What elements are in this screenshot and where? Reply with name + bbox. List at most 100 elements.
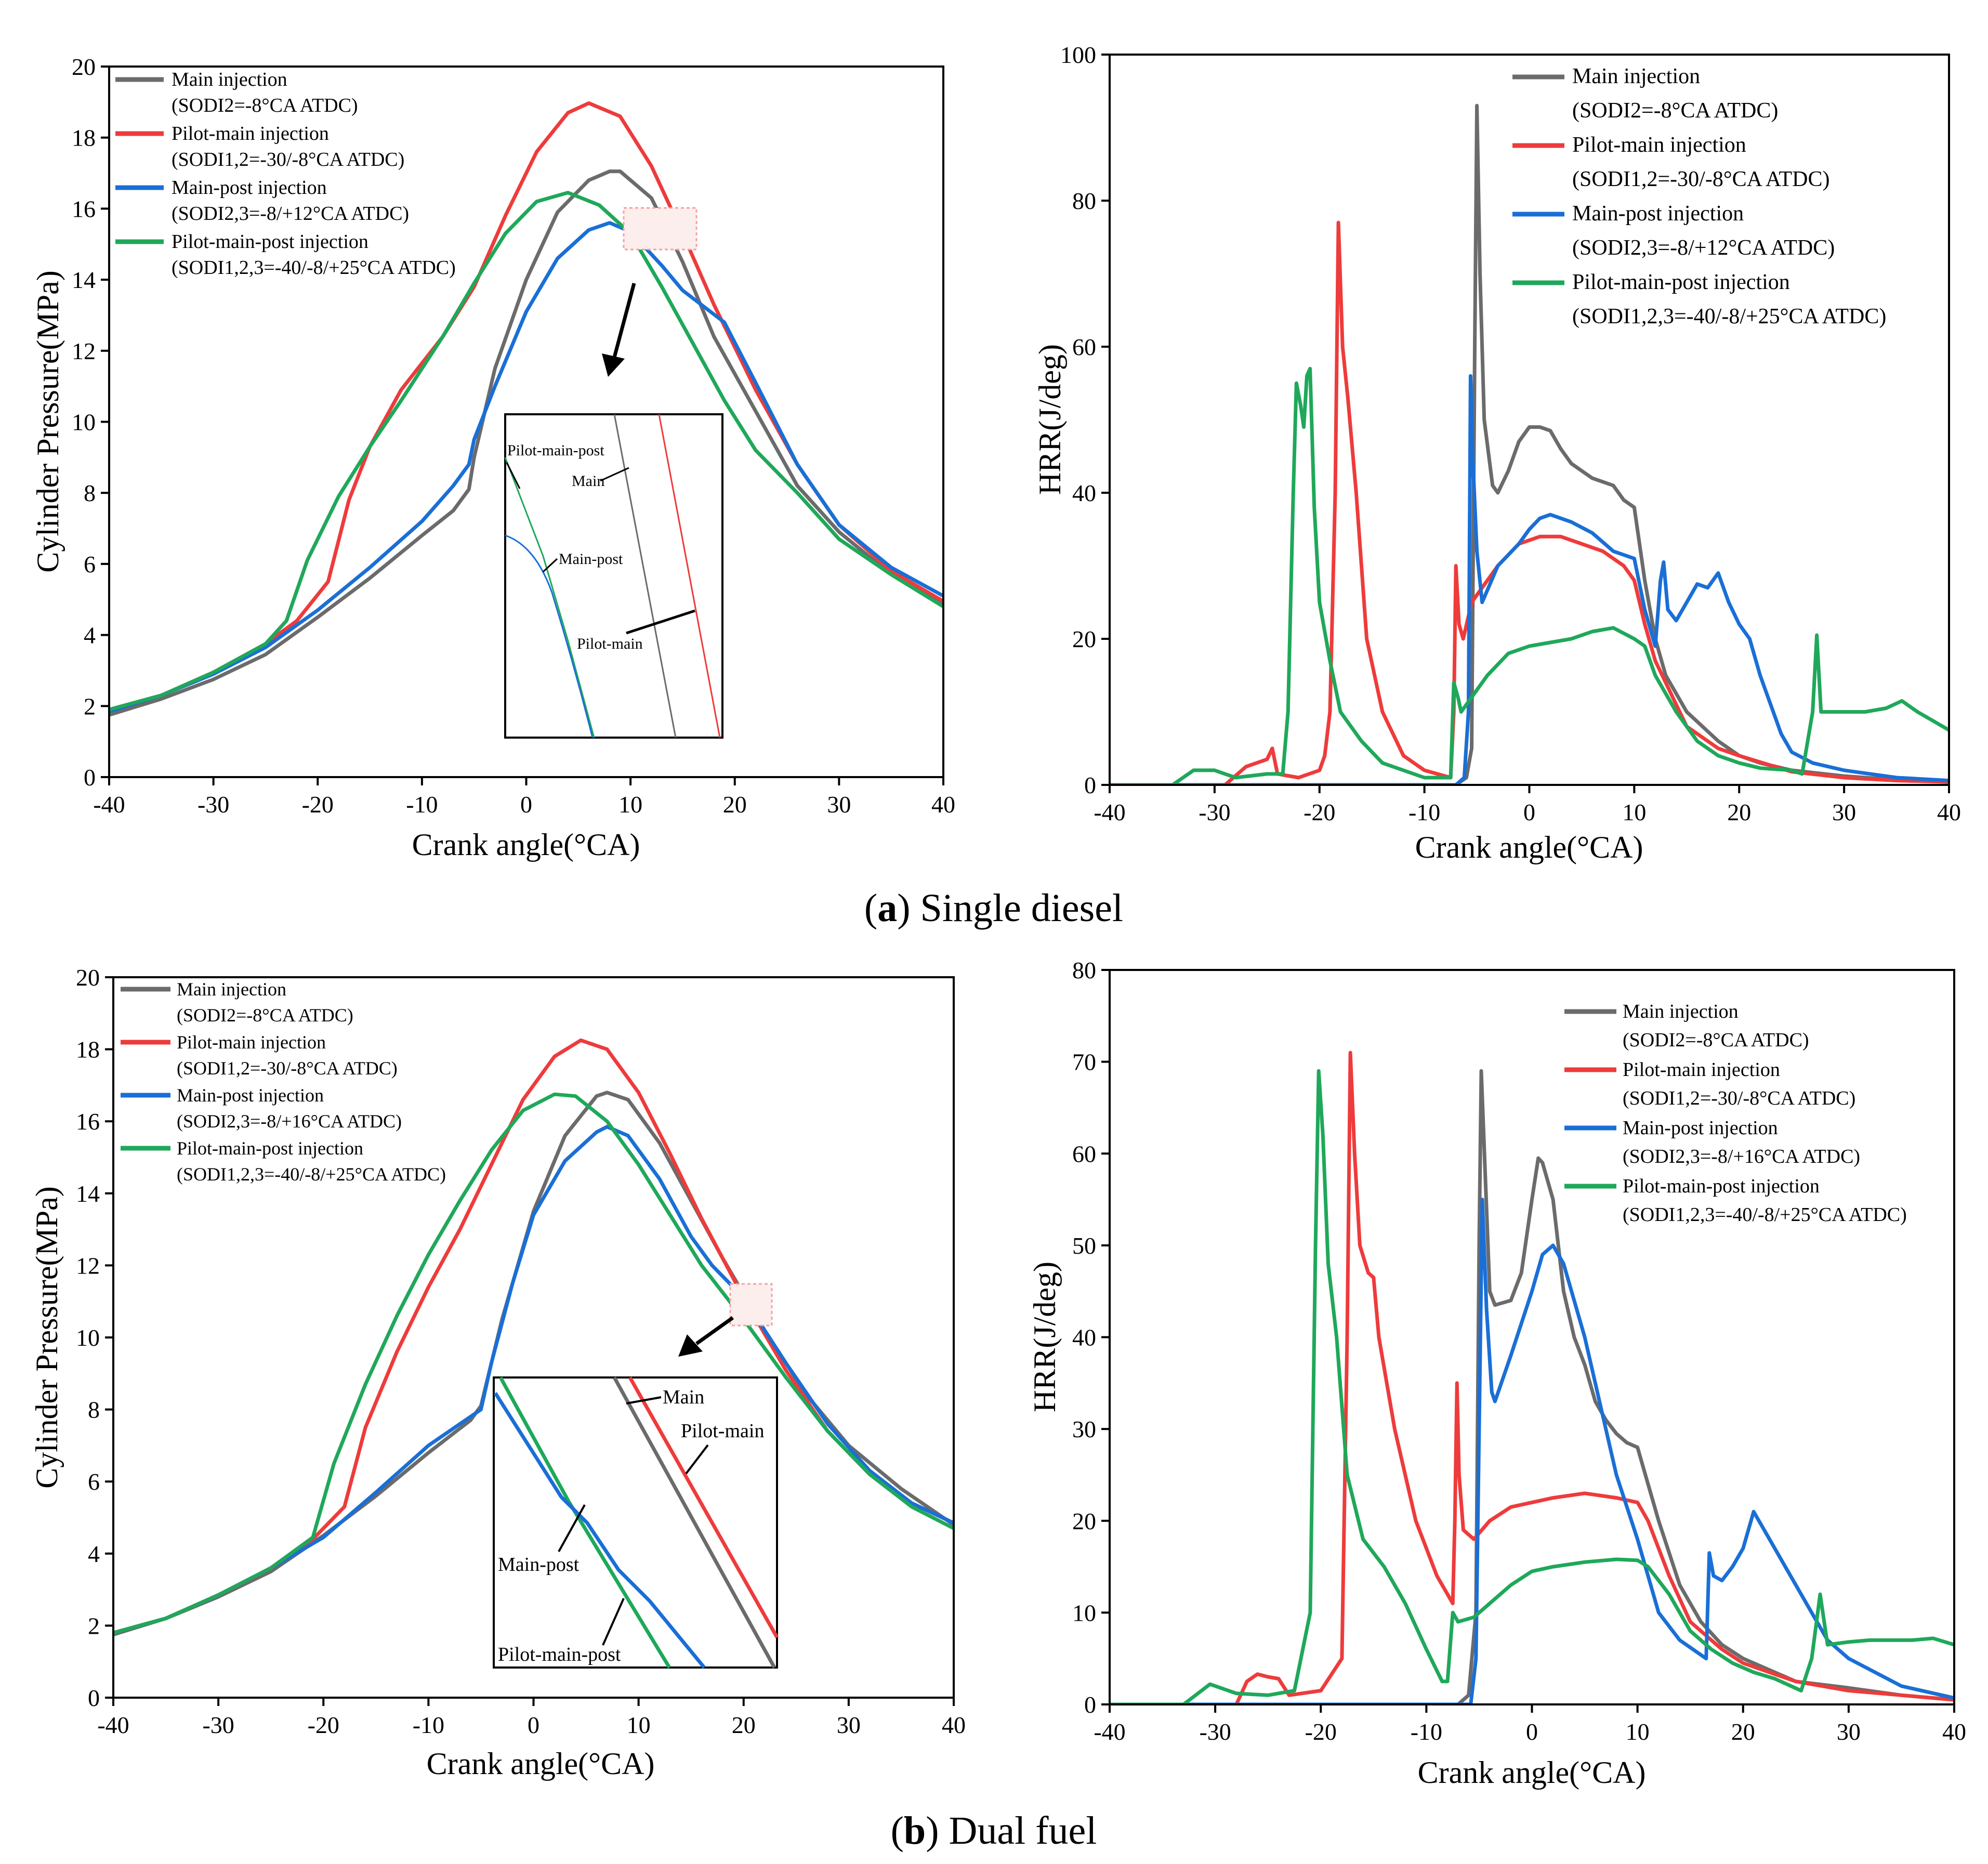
chart-a-hrr-ticks: -40 -30 -20 -10 0 10 20 30 40 0 20 40 60 80 100	[1060, 42, 1961, 825]
chart-a-hrr-xlabel: Crank angle(°CA)	[1415, 830, 1643, 864]
y-tick-label: 20	[76, 964, 100, 991]
x-tick-label: -30	[198, 791, 229, 818]
series-line-pilot-main-post-injection	[113, 1092, 954, 1635]
x-tick-label: 0	[528, 1712, 539, 1738]
series-line-main-injection	[1110, 103, 1949, 785]
inset-a-label-pilot-main-post: Pilot-main-post	[507, 442, 604, 459]
y-tick-label: 18	[72, 125, 96, 151]
legend-pilot-main-post-detail: (SODI1,2,3=-40/-8/+25°CA ATDC)	[177, 1164, 446, 1185]
chart-a-pressure-series	[109, 101, 943, 717]
x-tick-label: 30	[1832, 799, 1856, 825]
legend-pilot-main-post-name: Pilot-main-post injection	[172, 231, 368, 253]
legend-main-name: Main injection	[177, 979, 286, 1000]
x-tick-label: 30	[837, 1712, 861, 1738]
y-tick-label: 10	[72, 409, 96, 436]
legend-main-post-name: Main-post injection	[1572, 202, 1744, 226]
caption-a: (a) Single diesel	[864, 886, 1123, 930]
x-tick-label: -10	[1408, 799, 1440, 825]
y-tick-label: 12	[72, 338, 96, 364]
legend-main-post-name: Main-post injection	[172, 177, 327, 199]
legend-pilot-main-detail: (SODI1,2=-30/-8°CA ATDC)	[1623, 1087, 1855, 1109]
x-tick-label: 30	[827, 791, 851, 818]
legend-main-detail: (SODI2=-8°CA ATDC)	[1572, 99, 1778, 123]
x-tick-label: -20	[308, 1712, 339, 1738]
inset-a-pointer-pmp	[506, 462, 521, 489]
x-tick-label: 0	[1526, 1718, 1538, 1745]
legend-main-post-name: Main-post injection	[1623, 1117, 1778, 1139]
inset-b-line-pilot-main	[628, 1376, 779, 1638]
x-tick-label: -20	[1304, 799, 1335, 825]
inset-a-label-main-post: Main-post	[559, 550, 623, 568]
inset-b-label-pilot-main: Pilot-main	[681, 1420, 764, 1442]
x-tick-label: -30	[202, 1712, 234, 1738]
y-tick-label: 80	[1072, 957, 1096, 983]
x-tick-label: -10	[1411, 1718, 1442, 1745]
series-line-pilot-main-post-injection	[1110, 366, 1949, 785]
x-tick-label: 40	[931, 791, 955, 818]
x-tick-label: -10	[413, 1712, 444, 1738]
y-tick-label: 2	[88, 1612, 100, 1639]
legend-main-post-detail: (SODI2,3=-8/+16°CA ATDC)	[1623, 1146, 1860, 1167]
series-line-main-post-injection	[113, 1125, 954, 1635]
legend-main-post-detail: (SODI2,3=-8/+12°CA ATDC)	[1572, 236, 1835, 260]
x-tick-label: -30	[1199, 799, 1230, 825]
series-line-main-post-injection	[109, 221, 943, 714]
series-line-main-post-injection	[1110, 1198, 1954, 1704]
inset-b-line-main	[612, 1376, 776, 1669]
x-tick-label: 20	[1731, 1718, 1755, 1745]
chart-a-pressure: -40 -30 -20 -10 0 10 20 30 40 0 2 4 6 8 10 12 14 16 18 20 C…	[31, 54, 955, 862]
chart-b-hrr-series	[1110, 1051, 1954, 1704]
x-tick-label: 30	[1837, 1718, 1861, 1745]
caption-b: (b) Dual fuel	[891, 1809, 1097, 1853]
y-tick-label: 2	[84, 693, 96, 719]
chart-b-pressure: -40 -30 -20 -10 0 10 20 30 40 0 2 4 6 8 10 12 14 16 18 20 C…	[30, 964, 966, 1781]
y-tick-label: 0	[1084, 1691, 1096, 1718]
legend-pilot-main-post-detail: (SODI1,2,3=-40/-8/+25°CA ATDC)	[172, 257, 456, 279]
x-tick-label: -40	[93, 791, 125, 818]
x-tick-label: -40	[1094, 799, 1125, 825]
legend-main-name: Main injection	[1623, 1001, 1739, 1022]
inset-b-pointer-pilot-main	[685, 1444, 709, 1475]
x-tick-label: -20	[1305, 1718, 1337, 1745]
y-tick-label: 14	[72, 267, 96, 293]
y-tick-label: 0	[1084, 772, 1096, 798]
inset-b: Main Pilot-main Main-post Pilot-main-pos…	[493, 1376, 779, 1669]
legend-main-detail: (SODI2=-8°CA ATDC)	[177, 1005, 353, 1026]
legend-pilot-main-post-detail: (SODI1,2,3=-40/-8/+25°CA ATDC)	[1572, 305, 1886, 329]
inset-a-line-pilot-main-post	[504, 457, 595, 738]
chart-b-pressure-xlabel: Crank angle(°CA)	[427, 1747, 655, 1781]
y-tick-label: 4	[84, 622, 96, 649]
x-tick-label: -30	[1199, 1718, 1231, 1745]
inset-a-label-main: Main	[572, 472, 604, 490]
legend-main-detail: (SODI2=-8°CA ATDC)	[172, 95, 358, 116]
x-tick-label: -10	[406, 791, 438, 818]
legend-pilot-main-name: Pilot-main injection	[177, 1032, 326, 1053]
inset-b-label-pilot-main-post: Pilot-main-post	[498, 1644, 621, 1665]
x-tick-label: 10	[1622, 799, 1646, 825]
chart-a-hrr-legend: Main injection (SODI2=-8°CA ATDC) Pilot-…	[1512, 64, 1886, 329]
chart-a-pressure-ticks: -40 -30 -20 -10 0 10 20 30 40 0 2 4 6 8 10 12 14 16 18 20	[72, 54, 955, 818]
series-line-pilot-main-post-injection	[109, 191, 943, 712]
y-tick-label: 20	[1072, 1508, 1096, 1534]
inset-b-pointer-pilot-main-post	[602, 1598, 625, 1646]
y-tick-label: 50	[1072, 1232, 1096, 1259]
caption-b-text: Dual fuel	[939, 1809, 1097, 1853]
y-tick-label: 100	[1060, 42, 1096, 68]
inset-a-line-main-post	[505, 534, 594, 738]
zoom-region-marker	[729, 1283, 773, 1327]
chart-b-hrr-ticks: -40 -30 -20 -10 0 10 20 30 40 0 10 20 30 40 50 60 70 80	[1072, 957, 1966, 1745]
series-line-pilot-main-injection	[1110, 1051, 1954, 1704]
y-tick-label: 10	[76, 1324, 100, 1351]
inset-b-pointer-main	[626, 1396, 662, 1404]
x-tick-label: 20	[732, 1712, 756, 1738]
inset-b-label-main-post: Main-post	[498, 1554, 580, 1576]
y-tick-label: 8	[84, 480, 96, 506]
chart-a-hrr-series	[1110, 103, 1949, 785]
inset-a: Pilot-main-post Main Main-post Pilot-mai…	[504, 413, 723, 739]
y-tick-label: 20	[72, 54, 96, 80]
x-tick-label: -20	[302, 791, 334, 818]
inset-b-frame	[493, 1376, 778, 1669]
zoom-arrow-head	[602, 353, 625, 377]
series-line-pilot-main-injection	[1110, 220, 1949, 785]
legend-main-post-detail: (SODI2,3=-8/+16°CA ATDC)	[177, 1111, 402, 1132]
